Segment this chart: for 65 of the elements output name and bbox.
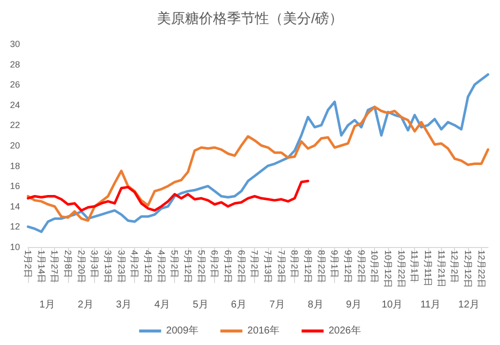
x-tick-label: 7月13日 xyxy=(263,250,273,284)
text: 7月 xyxy=(269,300,285,310)
x-tick-label: 10月2日 xyxy=(370,250,380,284)
y-tick-label: 24 xyxy=(10,100,20,110)
x-tick-label: 9月1日 xyxy=(330,250,340,278)
y-tick-label: 30 xyxy=(10,39,20,49)
text: 8月 xyxy=(308,300,324,310)
x-tick-label: 9月22日 xyxy=(356,250,366,284)
text: 1月 xyxy=(39,300,55,310)
text: 11月 xyxy=(420,300,441,310)
y-tick-label: 20 xyxy=(10,140,20,150)
x-tick-label: 8月2日 xyxy=(290,250,300,278)
y-tick-label: 12 xyxy=(10,222,20,232)
x-tick-label: 6月12日 xyxy=(223,250,233,284)
text: 3月 xyxy=(116,300,132,310)
x-tick-label: 5月12日 xyxy=(183,250,193,284)
x-tick-label: 3月23日 xyxy=(116,250,126,284)
y-tick-label: 14 xyxy=(10,201,20,212)
x-tick-label: 4月22日 xyxy=(156,250,166,284)
x-tick-label: 12月2日 xyxy=(450,250,460,284)
x-tick-label: 1月14日 xyxy=(36,250,46,284)
x-tick-label: 6月22日 xyxy=(236,250,246,284)
x-tick-label: 10月22日 xyxy=(396,250,406,288)
y-tick-label: 16 xyxy=(10,181,20,192)
x-tick-label: 12月12日 xyxy=(463,250,473,288)
y-tick-label: 22 xyxy=(10,120,20,130)
x-tick-label: 11月21日 xyxy=(436,250,446,288)
legend-label: 2016年 xyxy=(247,324,280,336)
x-tick-label: 5月22日 xyxy=(196,250,206,284)
legend-label: 2009年 xyxy=(166,324,198,336)
text: 6月 xyxy=(231,300,247,310)
x-tick-label: 4月12日 xyxy=(143,250,153,284)
line-series xyxy=(26,106,490,222)
text: 5月 xyxy=(192,300,208,310)
y-tick-label: 10 xyxy=(10,242,20,252)
y-tick-label: 28 xyxy=(10,59,20,70)
x-tick-label: 4月2日 xyxy=(130,250,140,278)
x-tick-label: 11月1日 xyxy=(410,250,420,282)
x-tick-label: 1月27日 xyxy=(50,250,60,284)
line-series xyxy=(26,73,490,234)
x-tick-label: 7月23日 xyxy=(276,250,286,284)
x-tick-label: 7月2日 xyxy=(250,250,260,278)
x-tick-label: 11月11日 xyxy=(423,250,433,287)
x-tick-label: 3月3日 xyxy=(90,250,100,278)
chart-title: 美原糖价格季节性（美分/磅） xyxy=(157,10,343,26)
x-tick-label: 2月8日 xyxy=(63,250,73,278)
text: 12月 xyxy=(458,300,480,310)
x-tick-label: 2月20日 xyxy=(76,250,86,284)
text: 10月 xyxy=(382,300,403,310)
text: 2月 xyxy=(78,300,94,310)
x-tick-label: 8月12日 xyxy=(303,250,313,284)
x-tick-label: 3月13日 xyxy=(103,250,113,284)
x-tick-label: 1月2日 xyxy=(23,250,33,278)
x-tick-label: 8月22日 xyxy=(316,250,326,284)
y-tick-label: 26 xyxy=(10,80,20,90)
x-tick-label: 10月12日 xyxy=(383,250,393,288)
text: 4月 xyxy=(154,300,170,310)
x-tick-label: 9月12日 xyxy=(343,250,353,284)
text: 9月 xyxy=(346,300,362,310)
x-tick-label: 5月2日 xyxy=(170,250,180,278)
legend-label: 2026年 xyxy=(328,324,361,336)
x-tick-label: 12月22日 xyxy=(476,250,486,288)
y-tick-label: 18 xyxy=(10,160,20,171)
line-series xyxy=(26,180,310,212)
x-tick-label: 6月2日 xyxy=(210,250,220,278)
